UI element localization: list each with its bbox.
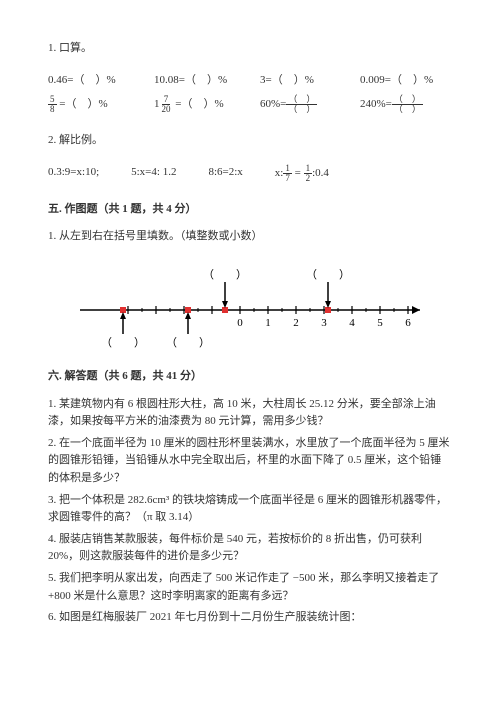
frac-1-7: 17 xyxy=(283,164,292,183)
section-ratio: 2. 解比例。 0.3:9=x:10; 5:x=4: 1.2 8:6=2:x x… xyxy=(48,132,452,183)
sec5-heading: 五. 作图题（共 1 题，共 4 分） xyxy=(48,201,452,219)
svg-text:3: 3 xyxy=(321,317,327,329)
sec1-row2: 58 =（ ）% 1720 =（ ）% 60%=（ ）（ ） 240%=（ ）（… xyxy=(48,95,452,114)
numberline-wrap: 0 1 2 3 4 5 6 （ ） （ ） （ ） （ ） xyxy=(48,260,452,350)
frac-blank-2: （ ）（ ） xyxy=(392,95,423,114)
sec1-title: 1. 口算。 xyxy=(48,40,452,58)
s1r2c3: 60%=（ ）（ ） xyxy=(260,95,346,114)
ratio-row: 0.3:9=x:10; 5:x=4: 1.2 8:6=2:x x:17 = 12… xyxy=(48,164,452,183)
svg-text:2: 2 xyxy=(293,317,299,329)
ratio2: 5:x=4: 1.2 xyxy=(131,164,176,183)
svg-text:0: 0 xyxy=(237,317,243,329)
s1r1c2: 10.08=（ ）% xyxy=(154,72,246,90)
s1r1c3: 3=（ ）% xyxy=(260,72,346,90)
svg-text:（ ）: （ ） xyxy=(101,336,145,349)
svg-text:（ ）: （ ） xyxy=(203,268,247,281)
section-six: 六. 解答题（共 6 题，共 41 分） 1. 某建筑物内有 6 根圆柱形大柱，… xyxy=(48,368,452,627)
section-five: 五. 作图题（共 1 题，共 4 分） 1. 从左到右在括号里填数。（填整数或小… xyxy=(48,201,452,350)
sec6-q4: 4. 服装店销售某款服装，每件标价是 540 元，若按标价的 8 折出售，仍可获… xyxy=(48,531,452,566)
frac-blank-1: （ ）（ ） xyxy=(286,95,317,114)
sec6-q5: 5. 我们把李明从家出发，向西走了 500 米记作走了 −500 米，那么李明又… xyxy=(48,570,452,605)
sec6-q1: 1. 某建筑物内有 6 根圆柱形大柱，高 10 米，大柱周长 25.12 分米，… xyxy=(48,396,452,431)
sec6-heading: 六. 解答题（共 6 题，共 41 分） xyxy=(48,368,452,386)
s1r2c4: 240%=（ ）（ ） xyxy=(360,95,423,114)
s1r1c4: 0.009=（ ）% xyxy=(360,72,433,90)
svg-text:（ ）: （ ） xyxy=(306,268,350,281)
frac-1-2: 12 xyxy=(304,164,313,183)
numberline: 0 1 2 3 4 5 6 （ ） （ ） （ ） （ ） xyxy=(60,260,440,350)
svg-text:6: 6 xyxy=(405,317,411,329)
sec6-q2: 2. 在一个底面半径为 10 厘米的圆柱形杯里装满水，水里放了一个底面半径为 5… xyxy=(48,435,452,488)
svg-text:5: 5 xyxy=(377,317,383,329)
ratio1: 0.3:9=x:10; xyxy=(48,164,99,183)
sec6-q3: 3. 把一个体积是 282.6cm³ 的铁块熔铸成一个底面半径是 6 厘米的圆锥… xyxy=(48,492,452,527)
sec6-q6: 6. 如图是红梅服装厂 2021 年七月份到十二月份生产服装统计图： xyxy=(48,609,452,627)
s1r1c1: 0.46=（ ）% xyxy=(48,72,140,90)
svg-text:4: 4 xyxy=(349,317,355,329)
s1r2c1: 58 =（ ）% xyxy=(48,95,140,114)
s1r2c2: 1720 =（ ）% xyxy=(154,95,246,114)
sec2-title: 2. 解比例。 xyxy=(48,132,452,150)
frac-7-20: 720 xyxy=(160,95,173,114)
frac-5-8: 58 xyxy=(48,95,57,114)
svg-text:1: 1 xyxy=(265,317,271,329)
svg-text:（ ）: （ ） xyxy=(166,336,210,349)
ratio3: 8:6=2:x xyxy=(208,164,242,183)
sec5-q1: 1. 从左到右在括号里填数。（填整数或小数） xyxy=(48,228,452,246)
sec1-row1: 0.46=（ ）% 10.08=（ ）% 3=（ ）% 0.009=（ ）% xyxy=(48,72,452,90)
section-oral-calc: 1. 口算。 0.46=（ ）% 10.08=（ ）% 3=（ ）% 0.009… xyxy=(48,40,452,114)
ratio4: x:17 = 12:0.4 xyxy=(275,164,329,183)
